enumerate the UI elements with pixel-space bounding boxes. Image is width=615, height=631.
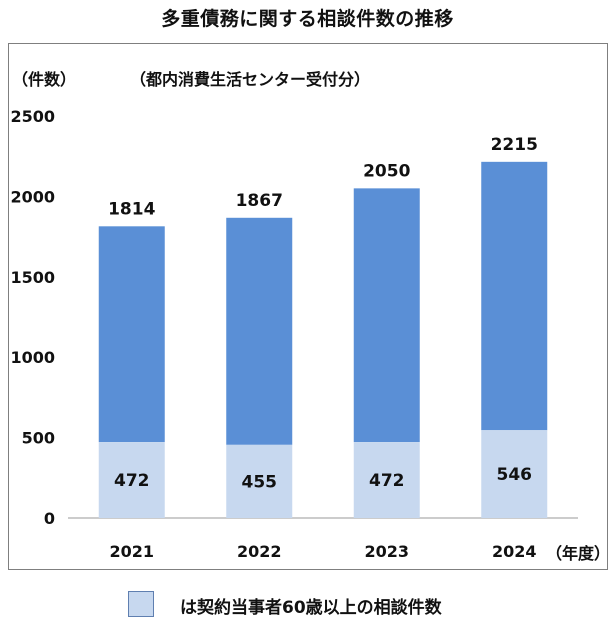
bar-senior [226, 444, 293, 518]
chart-frame [8, 43, 608, 570]
legend-swatch [128, 591, 154, 617]
chart-subtitle: （都内消費生活センター受付分） [130, 70, 371, 89]
data-label-senior: 546 [497, 465, 533, 485]
data-label-total: 2050 [363, 161, 410, 181]
data-label-senior: 472 [114, 471, 150, 491]
chart-title: 多重債務に関する相談件数の推移 [161, 8, 454, 30]
x-tick-label: 2021 [109, 542, 154, 561]
data-label-total: 1867 [236, 191, 283, 211]
legend-label: は契約当事者60歳以上の相談件数 [180, 598, 442, 618]
x-tick-label: 2023 [364, 542, 409, 561]
x-tick-label: 2024 [492, 542, 537, 561]
data-label-senior: 455 [242, 472, 278, 492]
data-label-total: 1814 [108, 199, 155, 219]
x-axis-unit-label: （年度） [546, 544, 611, 563]
y-tick-label: 2500 [10, 107, 55, 126]
y-tick-label: 500 [22, 429, 55, 448]
x-tick-label: 2022 [237, 542, 282, 561]
y-tick-label: 1500 [10, 268, 55, 287]
legend: は契約当事者60歳以上の相談件数 [0, 591, 615, 625]
bar-total [226, 217, 293, 445]
bar-total [353, 188, 420, 443]
data-label-senior: 472 [369, 471, 405, 491]
bar-total [481, 161, 548, 431]
y-tick-label: 1000 [10, 348, 55, 367]
bar-senior [353, 442, 420, 518]
bar-senior [98, 442, 165, 518]
y-tick-label: 2000 [10, 187, 55, 206]
y-axis-label: （件数） [12, 70, 77, 89]
data-label-total: 2215 [491, 135, 538, 155]
y-tick-label: 0 [44, 509, 55, 528]
bar-total [98, 226, 165, 443]
bar-senior [481, 430, 548, 518]
